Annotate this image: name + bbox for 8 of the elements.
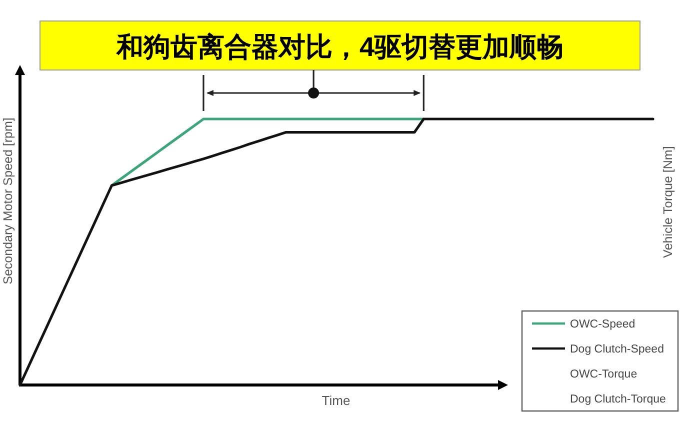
legend-label: OWC-Speed [570,318,636,330]
y2-axis-title: Vehicle Torque [Nm] [661,146,675,258]
legend-label: Dog Clutch-Speed [570,344,664,356]
text: Dog Clutch-Torque [570,394,666,406]
y-axis-title: Secondary Motor Speed [rpm] [1,118,15,284]
text: OWC-Torque [570,368,638,380]
chart-title: 和狗齿离合器对比，4驱切替更加顺畅 [115,32,564,62]
x-axis-title: Time [322,393,350,408]
